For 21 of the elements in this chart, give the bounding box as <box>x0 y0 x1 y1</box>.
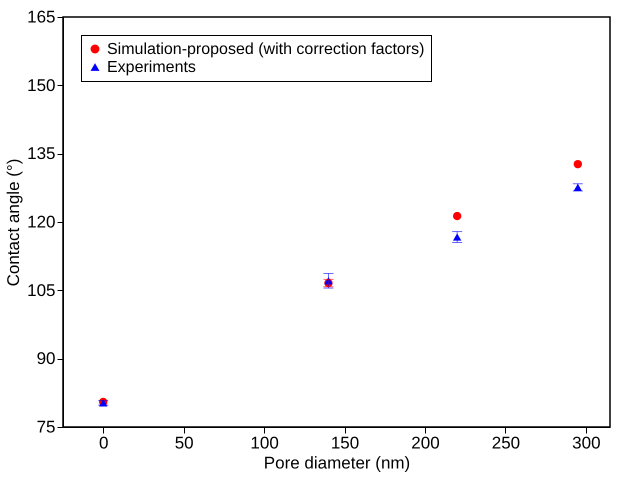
x-tick-label: 0 <box>98 434 108 452</box>
y-tick-label: 120 <box>27 212 56 232</box>
y-tick-label: 105 <box>27 280 56 300</box>
y-tick-label: 165 <box>27 8 56 26</box>
x-axis-title: Pore diameter (nm) <box>264 454 410 472</box>
x-tick-label: 250 <box>492 434 520 452</box>
y-tick-label: 150 <box>27 76 56 95</box>
y-tick-label: 135 <box>27 144 56 164</box>
x-tick-label: 300 <box>572 434 601 452</box>
point <box>324 277 333 284</box>
y-tick-label: 75 <box>36 418 56 436</box>
x-tick-label: 100 <box>250 434 279 452</box>
x-tick-label: 150 <box>330 434 360 452</box>
y-axis-title: Contact angle (°) <box>4 158 24 286</box>
point <box>574 160 582 168</box>
y-tick-label: 90 <box>36 349 56 368</box>
legend-label: Experiments <box>107 59 196 76</box>
legend-label: Simulation-proposed (with correction factors) <box>107 41 424 58</box>
x-tick-label: 200 <box>411 434 440 452</box>
point <box>452 212 462 220</box>
x-tick-label: 50 <box>174 434 194 452</box>
